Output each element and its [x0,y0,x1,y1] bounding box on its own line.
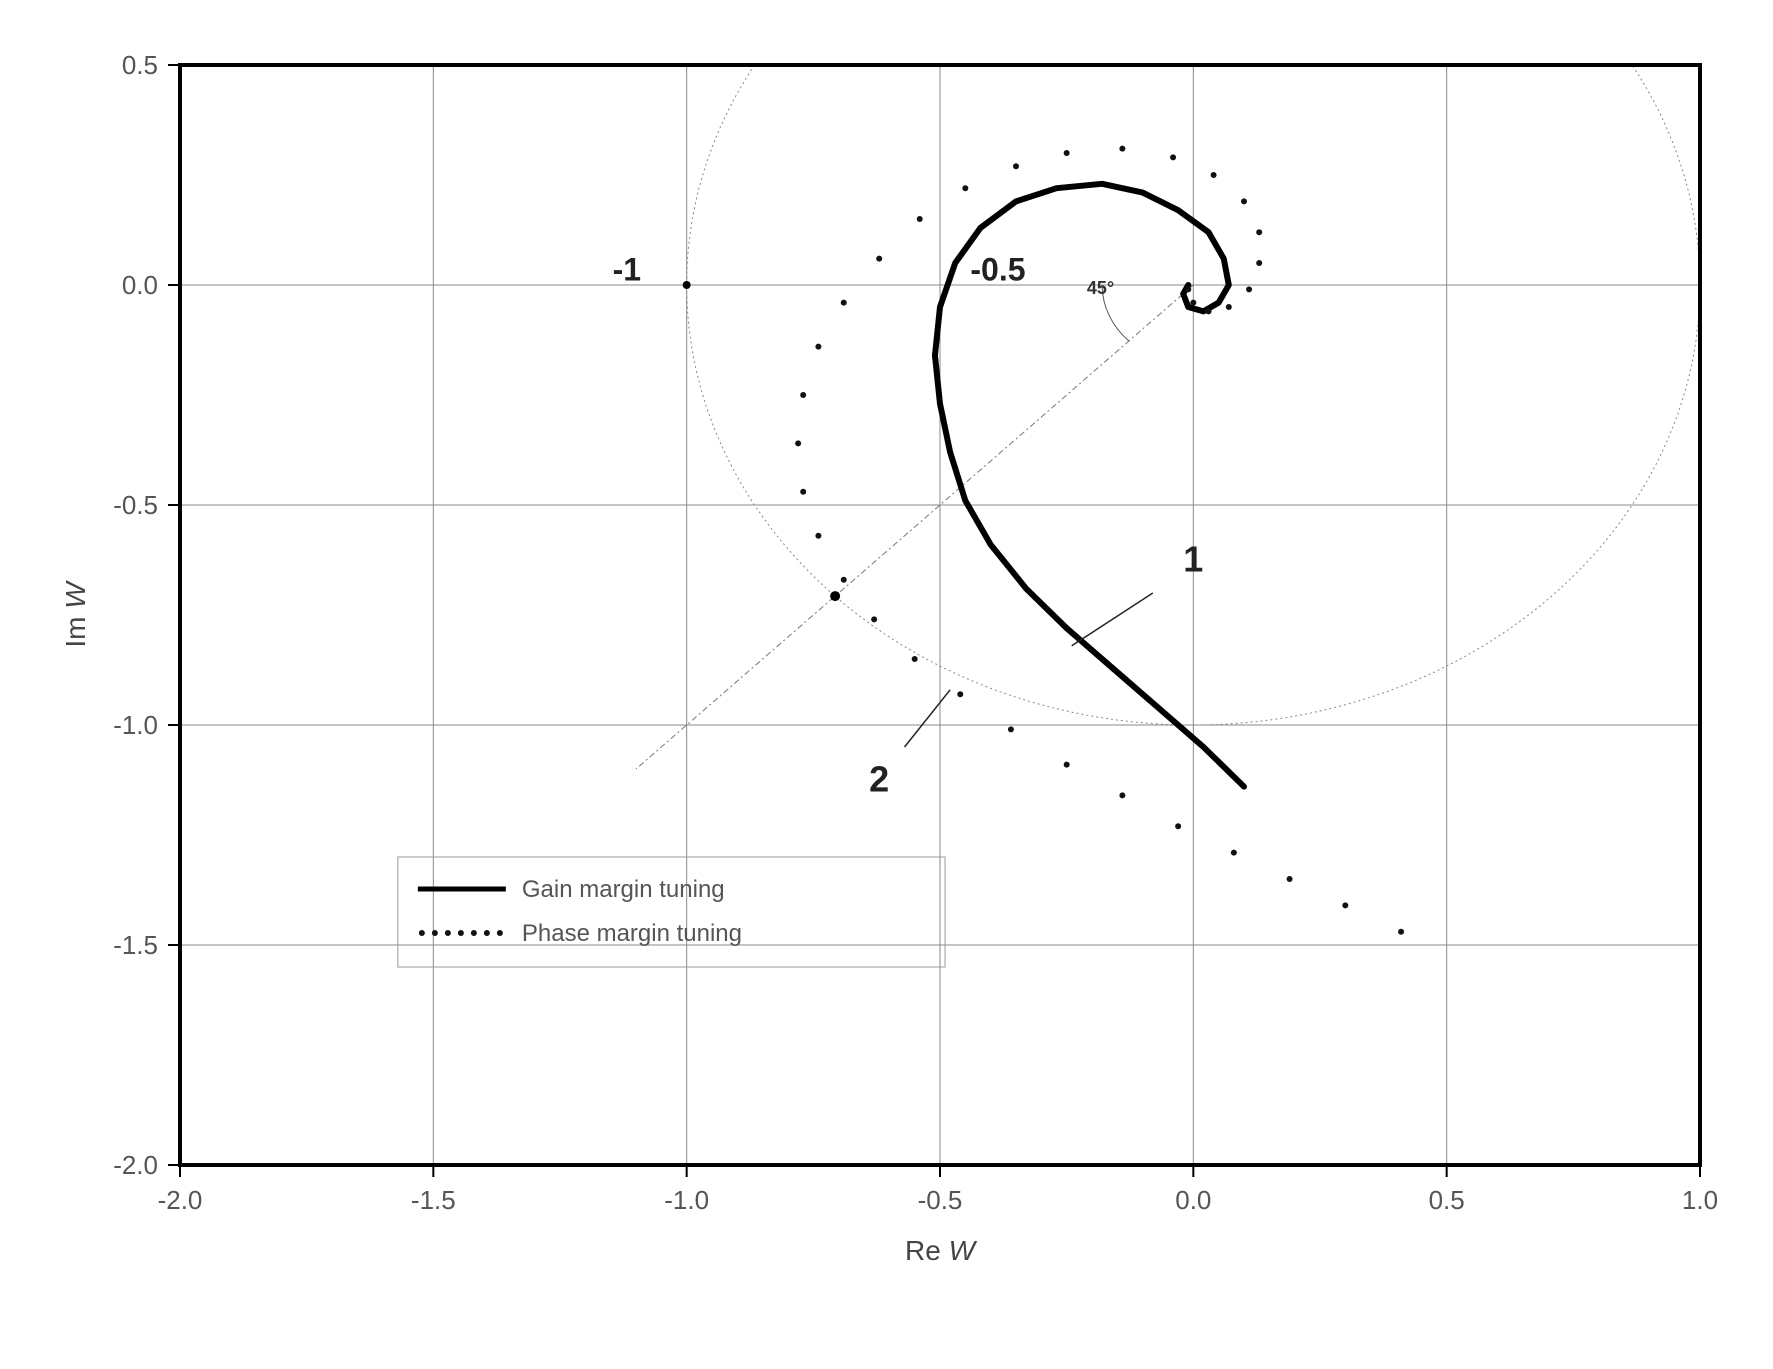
x-tick-label: 0.0 [1175,1185,1211,1215]
y-tick-label: -2.0 [113,1150,158,1180]
x-axis-label: Re W [905,1235,978,1266]
x-tick-label: -0.5 [918,1185,963,1215]
y-tick-label: -0.5 [113,490,158,520]
annotation-1: -0.5 [970,251,1025,287]
x-tick-label: -1.0 [664,1185,709,1215]
y-tick-label: 0.5 [122,50,158,80]
annotation-4: 2 [869,759,889,800]
legend-label-1: Phase margin tuning [522,920,742,947]
x-tick-label: -2.0 [158,1185,203,1215]
x-tick-label: 1.0 [1682,1185,1718,1215]
annotation-3: 1 [1183,539,1203,580]
y-tick-label: -1.5 [113,930,158,960]
x-tick-label: 0.5 [1429,1185,1465,1215]
marker-point-0 [683,281,691,289]
annotation-0: -1 [613,251,641,287]
legend-label-0: Gain margin tuning [522,876,725,903]
marker-point-1 [830,591,840,601]
annotation-2: 45° [1087,278,1114,298]
y-axis-label: Im W [60,580,91,648]
y-tick-label: -1.0 [113,710,158,740]
x-tick-label: -1.5 [411,1185,456,1215]
y-tick-label: 0.0 [122,270,158,300]
nyquist-chart: -2.0 -1.5 -1.0 -0.5 0.0 0.5 1.0 -2.0 -1.5 -1.0 -0.… [0,20,1773,1349]
chart-background [0,20,1773,1349]
